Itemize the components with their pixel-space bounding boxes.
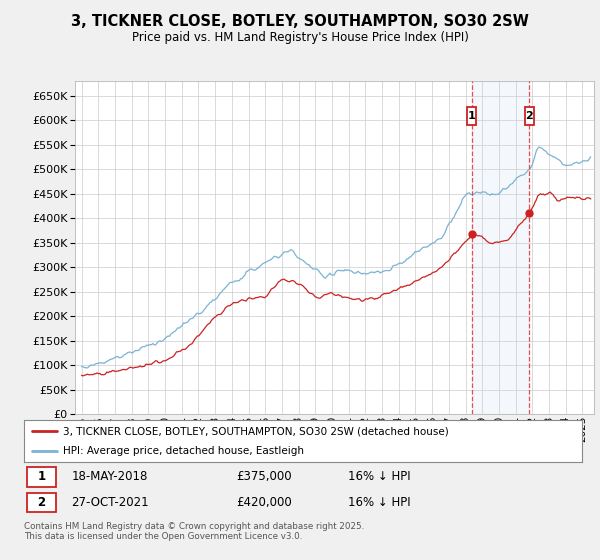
Bar: [472, 81, 529, 414]
FancyBboxPatch shape: [27, 493, 56, 512]
FancyBboxPatch shape: [467, 107, 476, 125]
Text: 1: 1: [37, 470, 46, 483]
Text: 16% ↓ HPI: 16% ↓ HPI: [347, 496, 410, 509]
Text: 2: 2: [37, 496, 46, 509]
Text: £420,000: £420,000: [236, 496, 292, 509]
Text: £375,000: £375,000: [236, 470, 292, 483]
FancyBboxPatch shape: [525, 107, 534, 125]
Text: 1: 1: [468, 111, 476, 121]
Text: 27-OCT-2021: 27-OCT-2021: [71, 496, 149, 509]
Text: 18-MAY-2018: 18-MAY-2018: [71, 470, 148, 483]
Text: 3, TICKNER CLOSE, BOTLEY, SOUTHAMPTON, SO30 2SW (detached house): 3, TICKNER CLOSE, BOTLEY, SOUTHAMPTON, S…: [63, 426, 449, 436]
Text: Price paid vs. HM Land Registry's House Price Index (HPI): Price paid vs. HM Land Registry's House …: [131, 31, 469, 44]
Text: 2: 2: [526, 111, 533, 121]
Text: 3, TICKNER CLOSE, BOTLEY, SOUTHAMPTON, SO30 2SW: 3, TICKNER CLOSE, BOTLEY, SOUTHAMPTON, S…: [71, 14, 529, 29]
Text: HPI: Average price, detached house, Eastleigh: HPI: Average price, detached house, East…: [63, 446, 304, 456]
FancyBboxPatch shape: [27, 467, 56, 487]
Text: Contains HM Land Registry data © Crown copyright and database right 2025.
This d: Contains HM Land Registry data © Crown c…: [24, 522, 364, 542]
Text: 16% ↓ HPI: 16% ↓ HPI: [347, 470, 410, 483]
